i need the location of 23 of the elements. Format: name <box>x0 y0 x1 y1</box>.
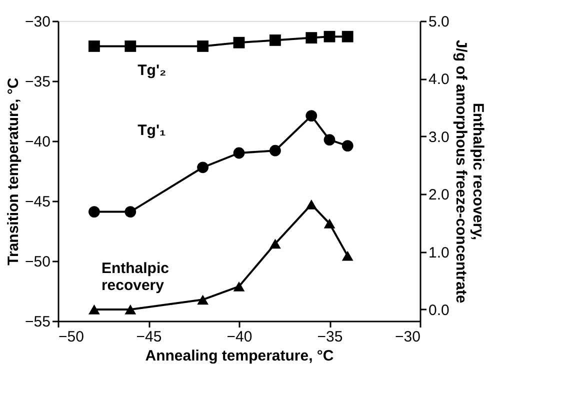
x-tick-label: −35 <box>317 328 343 346</box>
x-tick-label: −40 <box>226 328 252 346</box>
annotation: Tg'₁ <box>138 122 166 139</box>
y2-tick-label: 5.0 <box>428 14 450 30</box>
y2-tick-label: 0.0 <box>428 302 450 319</box>
x-tick-label: −50 <box>58 328 84 346</box>
y-tick-label: −40 <box>25 134 50 150</box>
y-tick-label: −50 <box>25 254 50 270</box>
x-axis-title: Annealing temperature, °C <box>145 348 334 364</box>
y-tick-label: −55 <box>25 314 50 330</box>
y-axis-title: Transition temperature, °C <box>5 77 22 266</box>
y-tick-label: −45 <box>25 194 50 210</box>
annotation: Enthalpic recovery <box>101 260 169 294</box>
y2-axis-title: Enthalpic recovery, J/g of amorphous freeze-concentrate <box>452 40 486 304</box>
y-tick-label: −30 <box>25 14 50 30</box>
x-tick-label: −30 <box>395 328 420 346</box>
annotation: Tg'₂ <box>138 62 166 79</box>
y2-tick-label: 4.0 <box>428 71 450 88</box>
x-tick-label: −45 <box>136 328 162 346</box>
y2-tick-label: 1.0 <box>428 244 450 262</box>
y2-tick-label: 3.0 <box>428 128 450 146</box>
y2-tick-label: 2.0 <box>428 186 450 204</box>
y-tick-label: −35 <box>25 74 50 90</box>
